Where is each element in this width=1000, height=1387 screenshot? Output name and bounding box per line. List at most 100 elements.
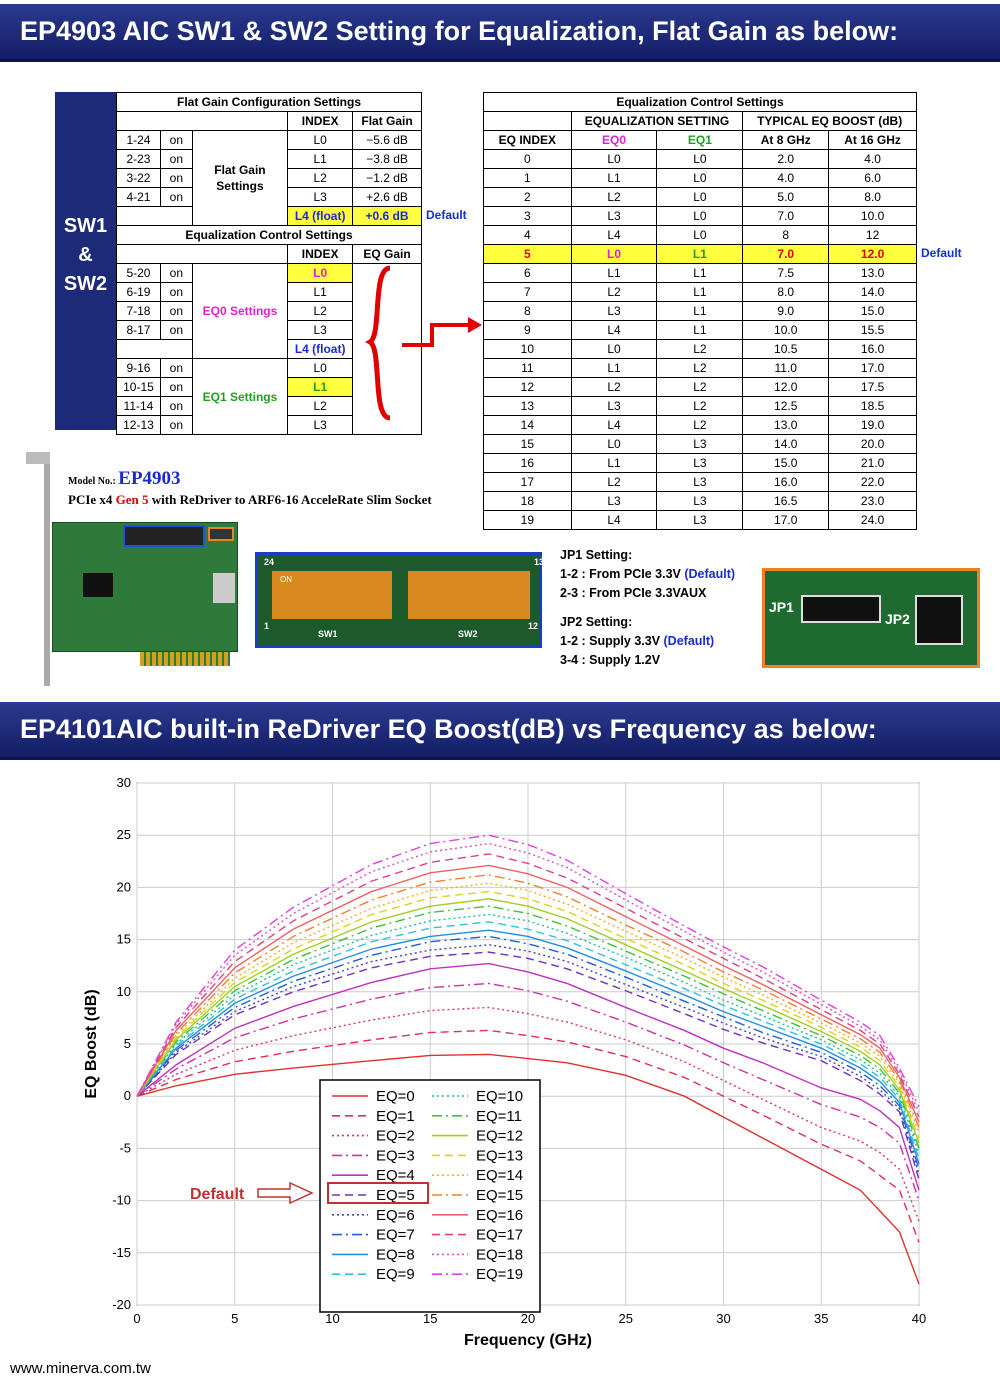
dip-on: ON	[280, 575, 292, 584]
legend-label: EQ=11	[476, 1108, 522, 1125]
eq-cell: 6	[483, 263, 572, 283]
left-settings-table: Flat Gain Configuration Settings INDEX Fla…	[115, 92, 422, 435]
eq-cell: 11.0	[742, 358, 830, 378]
eq-cell: L4	[570, 225, 658, 245]
legend-label: EQ=16	[476, 1207, 523, 1224]
flat-index: L1	[287, 149, 354, 169]
eq-cell: 8.0	[742, 282, 830, 302]
eq-cell: 20.0	[828, 434, 917, 454]
eq-cell: 10	[483, 339, 572, 359]
pcb-board	[52, 522, 238, 652]
table-row: 2-23 on L1 −3.8 dB	[116, 149, 422, 169]
eq-cell: 7.0	[742, 206, 830, 226]
table-row: 4 L4 L0 8 12	[483, 225, 917, 245]
dip-sw2: SW2	[458, 629, 478, 639]
eq-cell: L3	[656, 472, 744, 492]
photo-jp2-label: JP2	[885, 611, 910, 627]
jp1-line-a: 1-2 : From PCIe 3.3V (Default)	[560, 565, 735, 584]
eq-cell: L1	[570, 453, 658, 473]
eq-cell: 16.0	[742, 472, 830, 492]
flat-title: Flat Gain Configuration Settings	[116, 92, 422, 112]
eq-cell: 12.0	[742, 377, 830, 397]
eq-cell: 18.5	[828, 396, 917, 416]
sw-state: on	[159, 149, 193, 169]
table-row: 10-15 on L1	[116, 377, 422, 397]
eq-cell: 14	[483, 415, 572, 435]
legend-label: EQ=0	[376, 1088, 415, 1105]
eq0-index: L0	[287, 263, 354, 283]
jp2-a-default: (Default)	[663, 634, 715, 648]
dip-n13: 13	[534, 557, 545, 567]
sw-state: on	[159, 130, 193, 150]
eq-cell: 12.0	[828, 244, 917, 264]
table-row: 18 L3 L3 16.5 23.0	[483, 491, 917, 511]
series-line-EQ=3	[136, 982, 920, 1201]
table-row: 10 L0 L2 10.5 16.0	[483, 339, 917, 359]
eq-cell: 19	[483, 510, 572, 530]
flat-index: L0	[287, 130, 354, 150]
eq-cell: 17.0	[828, 358, 917, 378]
photo-jp1-label: JP1	[769, 599, 794, 615]
socket	[213, 573, 235, 603]
eq-cell: 7.0	[742, 244, 830, 264]
table-row: 4-21 on L3 +2.6 dB	[116, 187, 422, 207]
eq-cell: 13.0	[828, 263, 917, 283]
eq-cell: 15.5	[828, 320, 917, 340]
eq-cell: L1	[656, 282, 744, 302]
table-row: 9-16 on EQ1 Settings L0	[116, 358, 422, 435]
eq-control-table: Equalization Control Settings EQUALIZATIO…	[483, 92, 917, 530]
brace-arrow-graphic	[365, 265, 482, 421]
eq-cell: 12	[828, 225, 917, 245]
h-eqgain: EQ Gain	[352, 244, 422, 264]
series-line-EQ=13	[136, 890, 920, 1139]
sw-pair: 6-19	[116, 282, 161, 302]
flat-gain: −1.2 dB	[352, 168, 422, 188]
model-label: Model No.:	[68, 476, 116, 487]
eq0-index: L3	[287, 320, 354, 340]
table-row: 9 L4 L1 10.0 15.5	[483, 320, 917, 340]
table-row: 14 L4 L2 13.0 19.0	[483, 415, 917, 435]
table-row: Equalization Control Settings	[116, 225, 422, 245]
legend-label: EQ=13	[476, 1147, 523, 1164]
eq-cell: L4	[570, 415, 658, 435]
x-tick-label: 25	[619, 1311, 633, 1326]
eq0-float: L4 (float)	[287, 339, 354, 359]
table-cell	[116, 339, 193, 359]
legend-label: EQ=9	[376, 1266, 415, 1283]
sw-state: on	[159, 415, 193, 435]
series-line-EQ=11	[136, 905, 920, 1149]
sw-pair: 7-18	[116, 301, 161, 321]
x-tick-label: 15	[423, 1311, 437, 1326]
table-row: Flat Gain Configuration Settings	[116, 92, 422, 112]
legend-label: EQ=14	[476, 1167, 523, 1184]
jp2-header	[915, 595, 963, 645]
sw-pair: 8-17	[116, 320, 161, 340]
x-axis-label: Frequency (GHz)	[464, 1332, 592, 1349]
x-tick-label: 40	[912, 1311, 926, 1326]
model-name: EP4903	[118, 468, 181, 489]
eq-default-label: Default	[921, 246, 962, 260]
legend-label: EQ=17	[476, 1227, 523, 1244]
series-line-EQ=4	[136, 962, 920, 1191]
flat-gain: −3.8 dB	[352, 149, 422, 169]
eq-cell: 9	[483, 320, 572, 340]
x-tick-label: 5	[231, 1311, 238, 1326]
eq-cell: 10.0	[742, 320, 830, 340]
eq-cell: L0	[570, 149, 658, 169]
flat-index: L3	[287, 187, 354, 207]
table-row: EQ INDEX EQ0 EQ1 At 8 GHz At 16 GHz	[483, 130, 917, 150]
sw1-block	[272, 571, 392, 619]
sw-highlight	[123, 525, 205, 547]
eq-cell: L2	[656, 377, 744, 397]
table-row: 12 L2 L2 12.0 17.5	[483, 377, 917, 397]
y-tick-label: 10	[117, 984, 131, 999]
eq-cell: 17.5	[828, 377, 917, 397]
legend-box	[319, 1079, 541, 1313]
legend-label: EQ=10	[476, 1088, 523, 1105]
eq-cell: L2	[656, 339, 744, 359]
eq-cell: 4.0	[828, 149, 917, 169]
eq-cell: L3	[656, 510, 744, 530]
series-line-EQ=9	[136, 921, 920, 1160]
legend-label: EQ=4	[376, 1167, 415, 1184]
sw1-text: SW1	[63, 215, 108, 237]
